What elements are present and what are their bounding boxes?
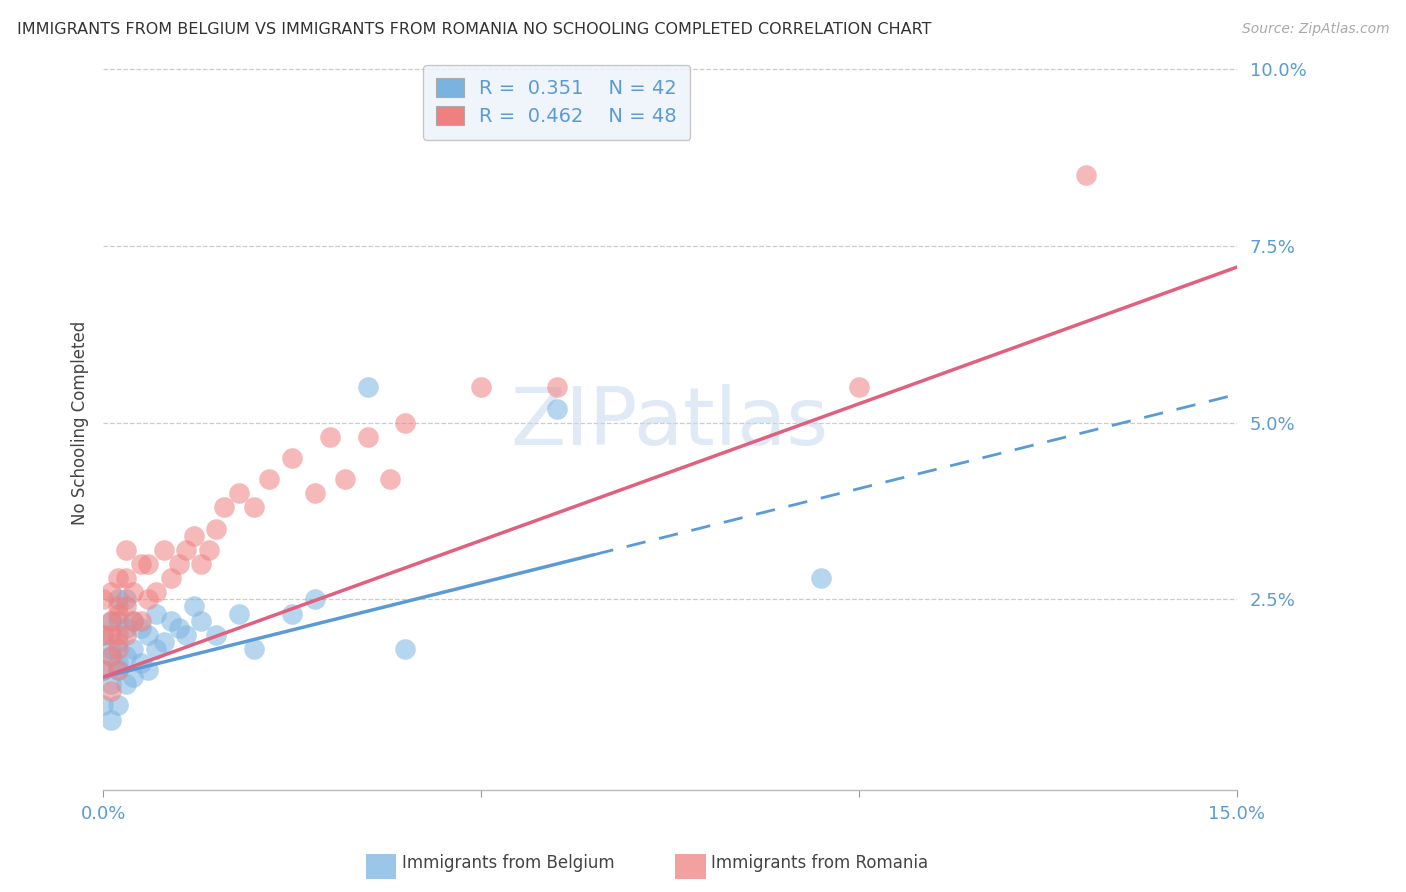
Point [160,571,183,585]
Point [122,641,145,656]
Point [100,677,122,691]
Point [129,621,152,635]
Point [114,599,136,614]
Point [138,663,160,677]
Point [546,380,568,394]
Point [228,486,250,500]
Text: ZIPatlas: ZIPatlas [510,384,830,462]
Point [107,599,129,614]
Point [333,472,356,486]
Y-axis label: No Schooling Completed: No Schooling Completed [72,320,89,524]
Point [810,571,832,585]
Point [100,585,122,599]
Point [107,698,129,713]
Point [91,628,114,642]
Point [167,557,190,571]
Point [114,542,136,557]
Point [145,641,167,656]
Point [304,592,326,607]
Point [122,670,145,684]
Point [183,599,205,614]
Point [107,656,129,670]
Point [100,614,122,628]
Point [107,592,129,607]
Point [470,380,492,394]
Text: IMMIGRANTS FROM BELGIUM VS IMMIGRANTS FROM ROMANIA NO SCHOOLING COMPLETED CORREL: IMMIGRANTS FROM BELGIUM VS IMMIGRANTS FR… [17,22,931,37]
Point [281,450,304,465]
Point [129,656,152,670]
Point [122,614,145,628]
Point [114,677,136,691]
Point [190,614,212,628]
Point [138,628,160,642]
Text: Immigrants from Belgium: Immigrants from Belgium [402,855,614,872]
Point [91,628,114,642]
Point [129,557,152,571]
Point [145,607,167,621]
Point [100,648,122,663]
Point [114,648,136,663]
Point [356,380,378,394]
Point [228,607,250,621]
Point [107,663,129,677]
Point [259,472,281,486]
Point [304,486,326,500]
Point [205,522,228,536]
Point [394,416,416,430]
Point [100,614,122,628]
Point [100,641,122,656]
Point [138,557,160,571]
Point [212,500,235,515]
Point [174,542,197,557]
Point [145,585,167,599]
Point [114,592,136,607]
Text: Immigrants from Romania: Immigrants from Romania [711,855,928,872]
Point [281,607,304,621]
Point [114,628,136,642]
Legend: R =  0.351    N = 42, R =  0.462    N = 48: R = 0.351 N = 42, R = 0.462 N = 48 [423,65,690,140]
Point [167,621,190,635]
Point [152,542,174,557]
Point [243,500,266,515]
Point [160,614,183,628]
Point [190,557,212,571]
Point [129,614,152,628]
Point [848,380,870,394]
Point [114,571,136,585]
Point [205,628,228,642]
Point [107,663,129,677]
Point [152,634,174,648]
Point [107,641,129,656]
Text: Source: ZipAtlas.com: Source: ZipAtlas.com [1241,22,1389,37]
Point [394,641,416,656]
Point [1074,169,1097,183]
Point [91,698,114,713]
Point [243,641,266,656]
Point [91,592,114,607]
Point [114,621,136,635]
Point [122,585,145,599]
Point [91,663,114,677]
Point [107,628,129,642]
Point [198,542,221,557]
Point [356,430,378,444]
Point [122,614,145,628]
Point [107,634,129,648]
Point [91,663,114,677]
Point [100,648,122,663]
Point [319,430,342,444]
Point [100,628,122,642]
Point [107,607,129,621]
Point [138,592,160,607]
Point [183,529,205,543]
Point [380,472,402,486]
Point [100,713,122,727]
Point [100,684,122,698]
Point [174,628,197,642]
Point [107,614,129,628]
Point [546,401,568,416]
Point [107,571,129,585]
